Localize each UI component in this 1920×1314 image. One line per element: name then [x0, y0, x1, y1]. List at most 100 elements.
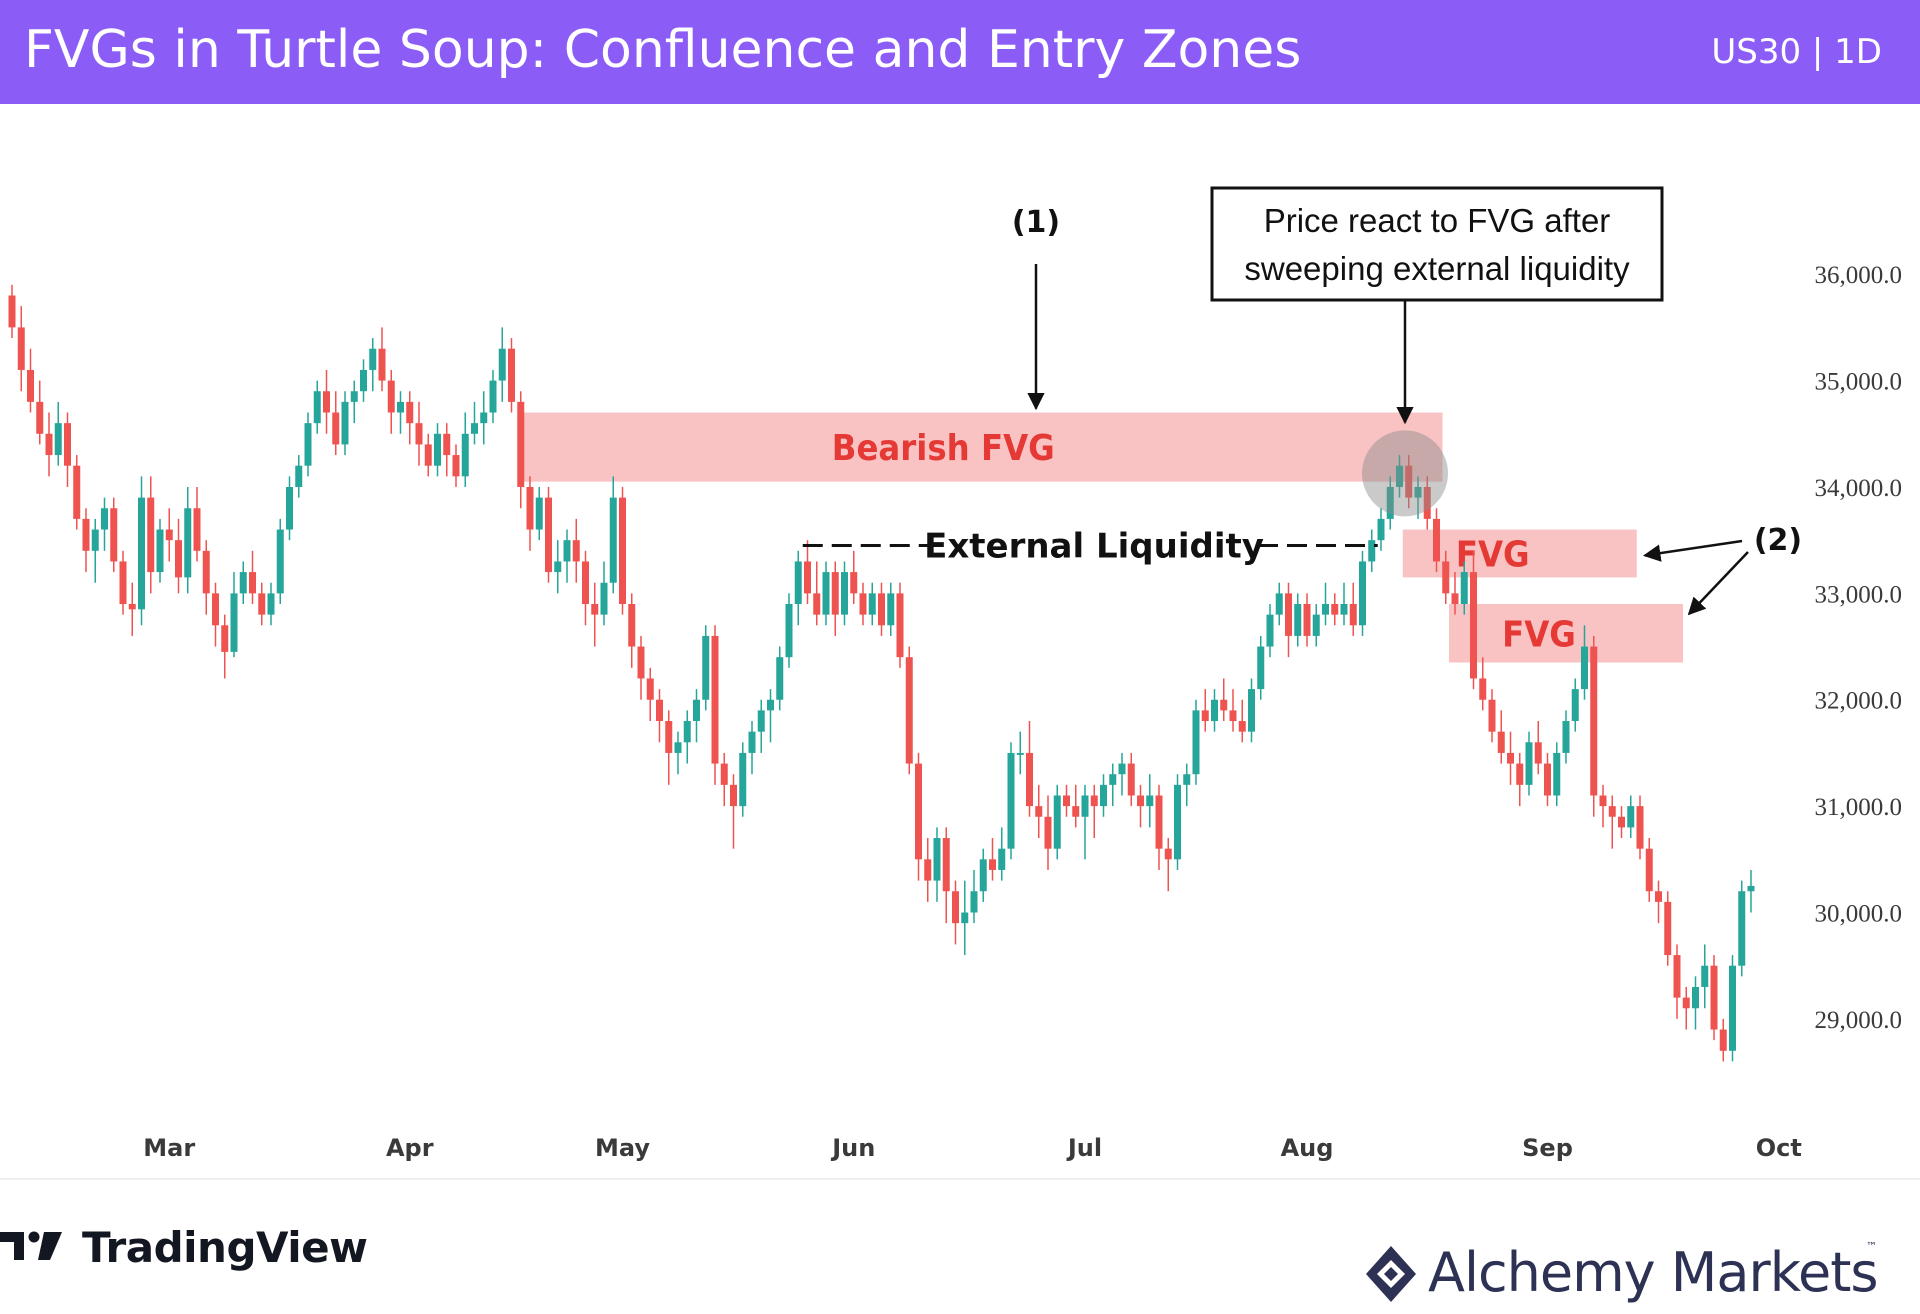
candle-body: [563, 540, 571, 562]
fvg-zone-label: FVG: [1456, 534, 1530, 575]
candle-body: [1322, 604, 1329, 615]
candle-body: [1377, 518, 1385, 541]
candle-body: [1747, 885, 1755, 892]
candle-body: [1710, 965, 1718, 1030]
callout-text: Price react to FVG after: [1264, 202, 1611, 239]
candle-body: [1516, 763, 1524, 785]
candle-body: [693, 699, 700, 722]
candle-body: [1673, 955, 1681, 998]
candle-body: [1053, 795, 1061, 849]
candle-body: [1396, 465, 1403, 487]
title-banner: FVGs in Turtle Soup: Confluence and Entr…: [0, 0, 1920, 104]
candle-body: [1294, 604, 1302, 636]
candle-body: [1127, 763, 1135, 796]
candle-body: [711, 635, 719, 764]
candle-body: [239, 572, 247, 594]
x-tick-label: Oct: [1756, 1134, 1802, 1162]
chart-title: FVGs in Turtle Soup: Confluence and Entr…: [24, 20, 1302, 80]
sweep-highlight: [1362, 430, 1448, 517]
candle-body: [545, 497, 552, 573]
x-tick-label: Mar: [143, 1134, 195, 1162]
candle-body: [896, 593, 904, 658]
candle-body: [221, 625, 229, 652]
candle-body: [452, 455, 460, 477]
candle-body: [304, 423, 312, 466]
candle-body: [572, 540, 580, 562]
external-liquidity-label: External Liquidity: [924, 526, 1264, 566]
candle-body: [360, 369, 367, 392]
candle-body: [64, 423, 71, 466]
candle-body: [989, 859, 996, 870]
candle-body: [1534, 742, 1542, 764]
candle-body: [868, 593, 876, 615]
candle-body: [1470, 572, 1477, 679]
candle-body: [554, 561, 562, 573]
candle-body: [1007, 752, 1015, 849]
candle-body: [1488, 699, 1496, 732]
candle-body: [397, 401, 404, 413]
candle-body: [508, 348, 515, 402]
candle-body: [850, 572, 858, 594]
candle-body: [720, 763, 728, 785]
y-tick-label: 29,000.0: [1815, 1007, 1903, 1034]
candle-body: [415, 423, 423, 445]
candle-body: [175, 540, 182, 578]
alchemy-markets-logo-icon: [1366, 1246, 1416, 1302]
candle-body: [119, 561, 127, 604]
annotations: External Liquidity (1) Price react to FVG …: [802, 186, 1802, 616]
candle-body: [1183, 774, 1191, 785]
candle-body: [1229, 710, 1237, 722]
candle-body: [1238, 721, 1246, 732]
candle-body: [480, 412, 488, 424]
candle-body: [1312, 614, 1320, 636]
candle-body: [1497, 731, 1505, 753]
candle-body: [1738, 891, 1746, 966]
candle-body: [970, 891, 978, 913]
candle-body: [1340, 604, 1348, 615]
candle-body: [646, 678, 654, 700]
candle-body: [933, 838, 941, 881]
candle-body: [1257, 646, 1265, 690]
footer-divider: [0, 1178, 1920, 1180]
candle-body: [998, 848, 1006, 870]
candle-body: [1729, 965, 1736, 1051]
candle-body: [1618, 816, 1625, 828]
candle-body: [1016, 752, 1024, 755]
candle-body: [1608, 806, 1616, 817]
candle-body: [1682, 997, 1690, 1009]
candle-body: [1331, 604, 1339, 615]
candle-body: [406, 401, 414, 424]
candle-body: [424, 444, 432, 466]
candle-body: [313, 391, 321, 424]
candle-body: [1192, 710, 1200, 775]
candle-body: [748, 731, 756, 753]
candle-body: [767, 699, 774, 711]
candle-body: [165, 529, 173, 541]
candle-body: [1442, 561, 1450, 594]
candle-body: [609, 497, 617, 583]
candle-body: [110, 508, 118, 562]
candle-body: [841, 572, 848, 615]
candle-body: [804, 561, 811, 594]
candle-body: [286, 486, 293, 530]
candle-body: [1544, 763, 1551, 796]
candle-body: [332, 412, 340, 445]
candle-body: [249, 572, 256, 594]
fvg-zone: [524, 412, 1443, 482]
fvg-zone: [1402, 529, 1637, 578]
candle-body: [637, 646, 645, 679]
candle-body: [212, 593, 219, 626]
candle-body: [378, 348, 386, 381]
candle-body: [27, 369, 34, 402]
candle-body: [1164, 848, 1172, 860]
candle-body: [952, 891, 959, 924]
candles: [8, 284, 1755, 1062]
candle-body: [1414, 486, 1422, 498]
candle-body: [258, 593, 266, 615]
candle-body: [1211, 699, 1218, 722]
candle-body: [905, 657, 913, 764]
candle-body: [369, 348, 377, 370]
candle-body: [831, 572, 839, 615]
candle-body: [471, 423, 478, 434]
candle-body: [350, 391, 358, 402]
